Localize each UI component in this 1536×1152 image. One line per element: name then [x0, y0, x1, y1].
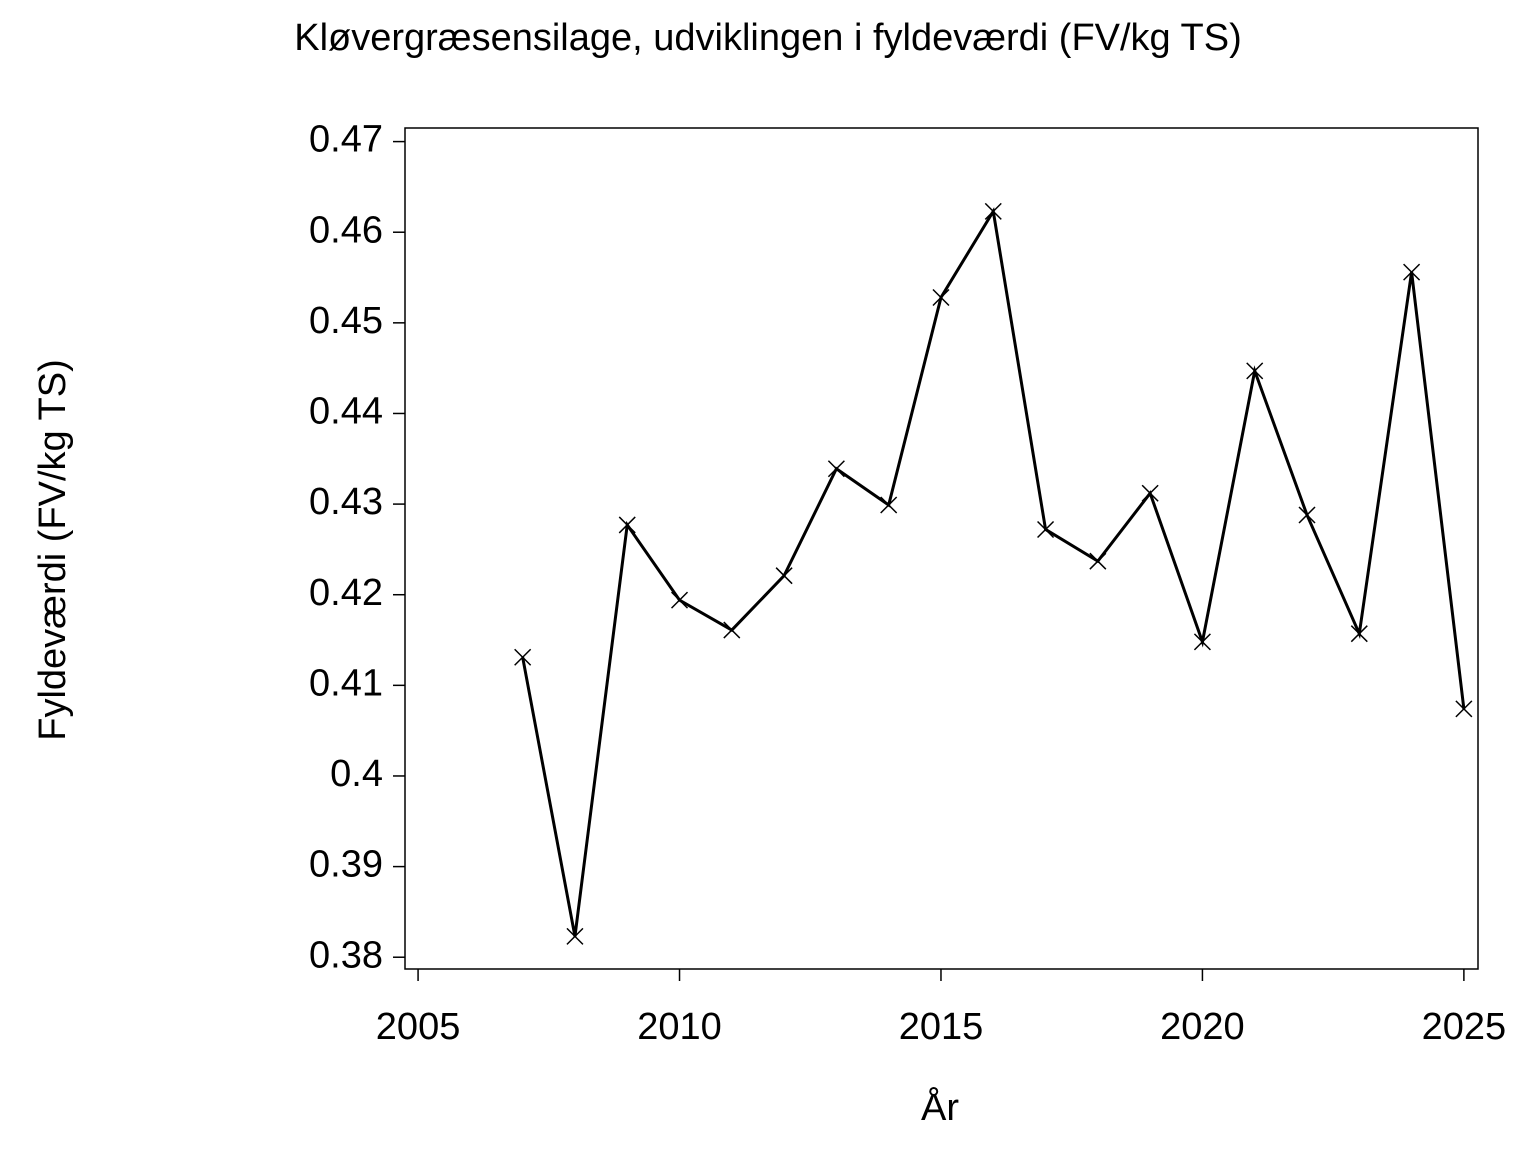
x-axis-label: År [921, 1085, 959, 1129]
y-tick-label: 0.46 [309, 209, 383, 251]
data-marker [670, 591, 689, 609]
data-marker [880, 496, 898, 514]
data-marker [723, 621, 741, 639]
data-marker [1141, 484, 1159, 502]
y-tick-label: 0.43 [309, 481, 383, 523]
y-tick-label: 0.45 [309, 300, 383, 342]
y-tick-label: 0.4 [330, 753, 383, 795]
plot-frame [404, 127, 1479, 970]
y-tick-label: 0.47 [309, 119, 383, 161]
data-marker [566, 927, 584, 945]
y-tick-label: 0.38 [309, 934, 383, 976]
data-marker [1246, 362, 1264, 380]
y-tick-label: 0.39 [309, 844, 383, 886]
y-tick-label: 0.41 [309, 662, 383, 704]
data-marker [932, 288, 950, 306]
y-axis-label: Fyldeværdi (FV/kg TS) [32, 359, 74, 740]
data-marker [1037, 520, 1055, 538]
y-tick-label: 0.42 [309, 572, 383, 614]
chart-title: Kløvergræsensilage, udviklingen i fyldev… [294, 17, 1242, 59]
x-tick-label: 2015 [899, 1006, 984, 1048]
data-marker [1455, 700, 1473, 718]
data-marker [827, 460, 845, 478]
x-tick-label: 2005 [376, 1006, 461, 1048]
x-tick-label: 2025 [1422, 1006, 1507, 1048]
data-marker [1089, 552, 1107, 570]
data-marker [618, 516, 636, 534]
data-marker [514, 648, 532, 666]
data-marker [984, 202, 1002, 220]
x-tick-label: 2010 [637, 1006, 722, 1048]
y-tick-label: 0.44 [309, 391, 383, 433]
data-marker [1350, 625, 1368, 643]
data-line [521, 207, 1466, 937]
x-tick-label: 2020 [1160, 1006, 1245, 1048]
data-marker [1298, 506, 1316, 524]
data-marker [775, 567, 793, 585]
data-marker [1193, 633, 1211, 651]
data-marker [1403, 263, 1421, 281]
